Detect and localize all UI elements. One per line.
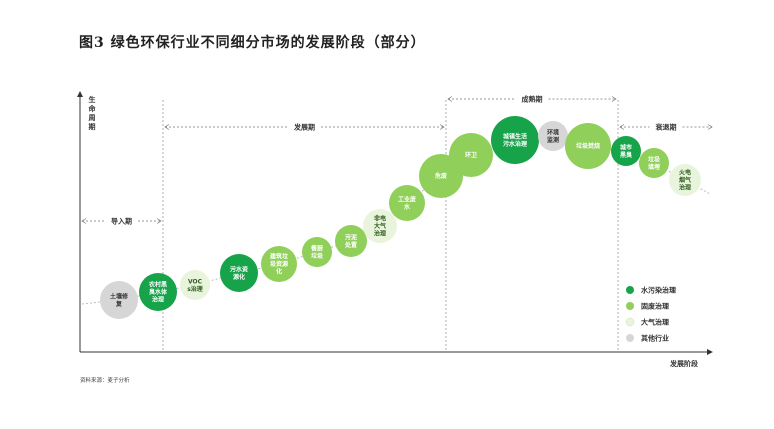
segment-node-circle bbox=[565, 123, 611, 169]
segment-node-label: 环卫 bbox=[465, 151, 477, 159]
segment-node-circle bbox=[139, 273, 177, 311]
legend-label: 大气治理 bbox=[641, 318, 669, 327]
legend-swatch bbox=[625, 317, 635, 327]
segment-node-label: 监测 bbox=[547, 136, 559, 144]
segment-node-circle bbox=[669, 164, 701, 196]
phase-bracket-arrow bbox=[81, 218, 87, 224]
legend-swatch bbox=[626, 334, 634, 342]
phase-label: 衰退期 bbox=[655, 123, 677, 132]
segment-node: 环卫 bbox=[449, 133, 493, 177]
phase-label: 成熟期 bbox=[522, 95, 543, 104]
segment-node-label: 火电 bbox=[679, 169, 691, 177]
segment-node-label: 填埋 bbox=[648, 163, 660, 171]
segment-node-label: 非电 bbox=[374, 215, 386, 223]
legend-swatch bbox=[626, 286, 634, 294]
segment-node-circle bbox=[220, 254, 258, 292]
y-axis-label-char: 生 bbox=[89, 95, 96, 104]
segment-node-label: s治理 bbox=[187, 285, 203, 293]
segment-node-label: 城镇生活 bbox=[503, 132, 527, 140]
segment-node-circle bbox=[491, 116, 539, 164]
segment-node-label: 大气 bbox=[374, 222, 386, 230]
phase-bracket-arrow bbox=[611, 96, 617, 102]
legend-label: 其他行业 bbox=[641, 334, 669, 343]
phase-bracket-arrow bbox=[707, 124, 713, 130]
segment-node-label: 垃圾 bbox=[648, 155, 661, 163]
segment-node-label: 环境 bbox=[547, 128, 559, 136]
segment-node-label: VOC bbox=[188, 278, 203, 285]
segment-node-label: 黑臭 bbox=[620, 151, 632, 159]
segment-node-label: 城市 bbox=[620, 143, 632, 151]
segment-node-circle bbox=[639, 148, 669, 178]
segment-node: 垃圾焚烧 bbox=[565, 123, 611, 169]
phase-label: 发展期 bbox=[293, 123, 315, 132]
segment-node-circle bbox=[261, 246, 297, 282]
phase-bracket-arrow bbox=[156, 218, 162, 224]
segment-node-label: 治理 bbox=[152, 296, 164, 304]
segment-node-label: 化 bbox=[276, 268, 282, 276]
phase-bracket-arrow bbox=[619, 124, 625, 130]
segment-node-label: 污水资 bbox=[230, 265, 248, 273]
segment-node-label: 危废 bbox=[434, 172, 447, 180]
segment-node-label: 治理 bbox=[679, 184, 691, 192]
segment-node-label: 水 bbox=[404, 203, 411, 211]
segment-node-label: 农村黑 bbox=[148, 281, 167, 289]
segment-node-label: 污泥 bbox=[345, 233, 357, 241]
segment-nodes: 土壤修复农村黑臭水体治理VOCs治理污水资源化建筑垃圾资源化餐厨垃圾污泥处置非电… bbox=[100, 116, 701, 319]
segment-node-label: 处置 bbox=[344, 241, 357, 249]
segment-node-circle bbox=[100, 281, 138, 319]
segment-node-label: 建筑垃 bbox=[270, 253, 288, 261]
segment-node-label: 餐厨 bbox=[310, 244, 323, 252]
segment-node-circle bbox=[180, 270, 210, 300]
segment-node-label: 臭水体 bbox=[149, 288, 168, 296]
y-axis-label-char: 周 bbox=[89, 113, 96, 122]
segment-node-label: 圾资源 bbox=[270, 260, 288, 268]
segment-node-circle bbox=[389, 185, 425, 221]
phase-bracket-arrow bbox=[439, 124, 445, 130]
segment-node-circle bbox=[611, 136, 641, 166]
phase-bracket-arrow bbox=[164, 124, 170, 130]
segment-node-circle bbox=[302, 237, 332, 267]
segment-node-label: 工业废 bbox=[398, 195, 416, 203]
segment-node-circle bbox=[538, 121, 568, 151]
source-note: 资料来源：麦子分析 bbox=[80, 378, 130, 384]
segment-node-circle bbox=[335, 225, 367, 257]
segment-node-circle bbox=[449, 133, 493, 177]
segment-node-label: 复 bbox=[115, 300, 123, 308]
x-axis-label: 发展阶段 bbox=[669, 359, 698, 368]
segment-node-label: 治理 bbox=[374, 230, 386, 238]
y-axis-label-char: 命 bbox=[88, 104, 97, 113]
y-axis-label-char: 期 bbox=[89, 122, 96, 131]
segment-node-label: 土壤修 bbox=[110, 292, 129, 300]
legend-swatch bbox=[626, 302, 634, 310]
segment-node-label: 烟气 bbox=[679, 176, 691, 184]
legend-label: 水污染治理 bbox=[641, 286, 676, 295]
segment-node-circle bbox=[363, 209, 397, 243]
phase-bracket-arrow bbox=[447, 96, 453, 102]
legend-label: 固废治理 bbox=[641, 302, 669, 311]
segment-node-label: 源化 bbox=[233, 273, 245, 281]
segment-node-label: 垃圾 bbox=[311, 252, 324, 260]
phase-label: 导入期 bbox=[111, 217, 132, 226]
figure-title: 图3 绿色环保行业不同细分市场的发展阶段（部分） bbox=[79, 35, 426, 51]
segment-node-label: 垃圾焚烧 bbox=[576, 142, 600, 150]
segment-node-label: 污水治理 bbox=[503, 140, 527, 148]
